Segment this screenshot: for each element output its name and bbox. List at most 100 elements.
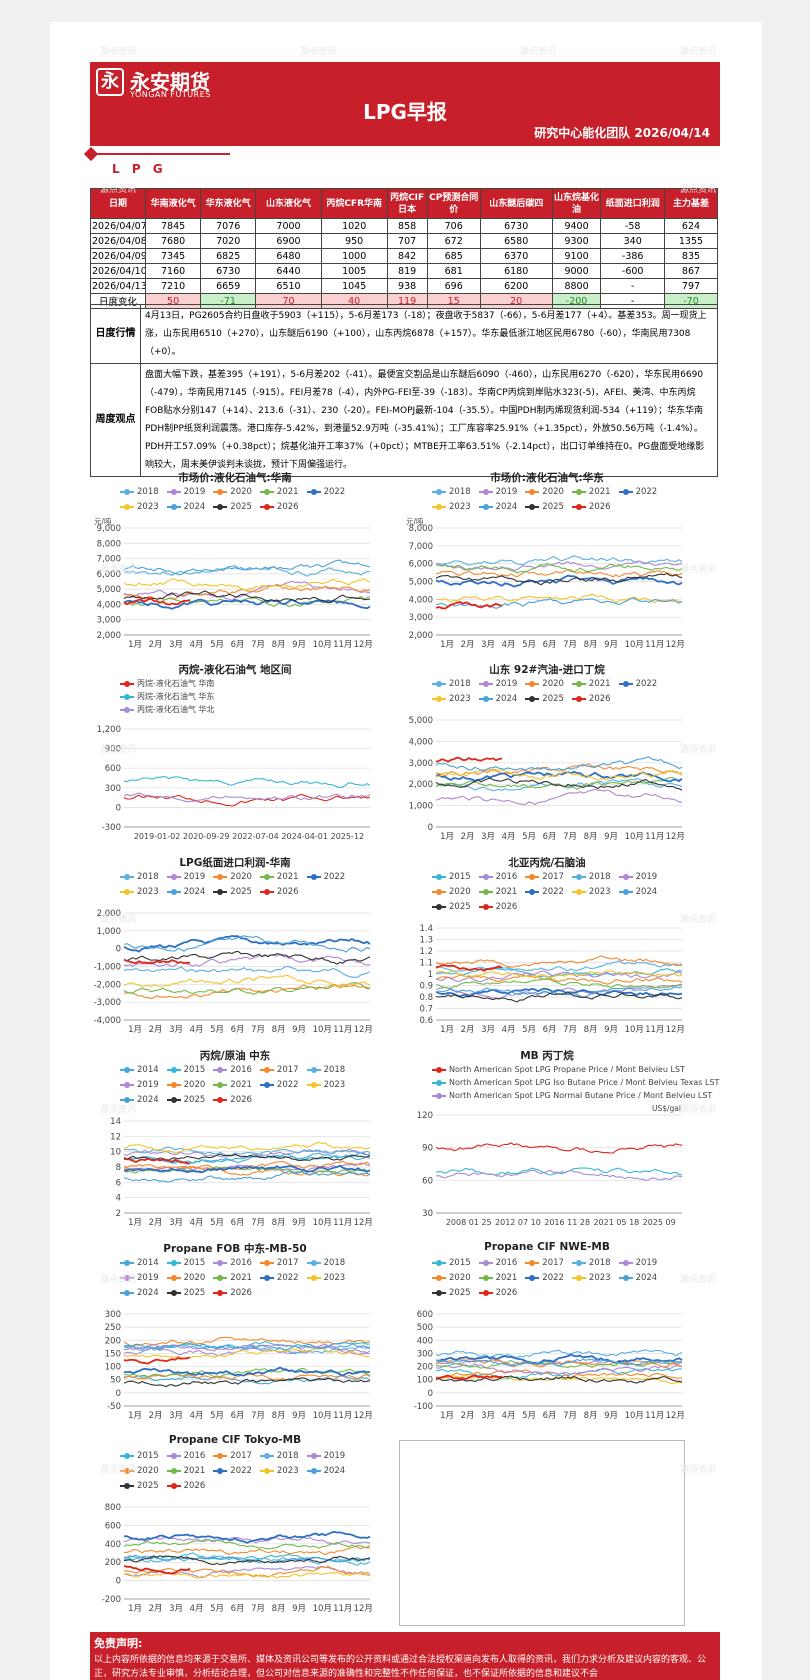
x-tick-label: 4月 — [502, 832, 516, 842]
x-tick-label: 2月 — [149, 1025, 163, 1035]
x-tick-label: 1月 — [128, 1411, 142, 1421]
chart-title: Propane CIF NWE-MB — [484, 1241, 610, 1253]
legend-item: 2022 — [213, 1464, 252, 1479]
y-tick-label: 2,000 — [97, 909, 121, 919]
legend-marker — [432, 1259, 446, 1266]
x-tick-label: 4月 — [190, 640, 204, 650]
legend-label: 2026 — [588, 694, 611, 704]
series-line — [123, 598, 371, 610]
x-tick-label: 11月 — [645, 832, 664, 842]
series-line — [123, 1170, 371, 1183]
legend-item: 2020 — [213, 485, 252, 500]
table-row: 2026/04/10 7160 6730 6440 1005 819 681 6180 9000… — [89, 263, 719, 279]
legend-marker — [432, 888, 446, 895]
y-tick-label: 100 — [105, 1363, 121, 1373]
legend-item: 2016 — [213, 1256, 252, 1271]
x-tick-label: 5月 — [210, 1411, 224, 1421]
x-tick-label: 8月 — [584, 832, 598, 842]
legend-label: 2026 — [230, 1288, 252, 1298]
legend-item: 2017 — [525, 1256, 564, 1271]
legend-label: 2024 — [323, 1466, 346, 1476]
market-row: 日度行情 4月13日，PG2605合约日盘收于5903（+115），5-6月差1… — [90, 304, 718, 364]
x-tick-label: 10月 — [313, 1604, 332, 1614]
y-tick-label: 6,000 — [97, 570, 121, 580]
date-cell: 2026/04/10 — [89, 263, 147, 279]
series-line — [435, 1363, 683, 1376]
legend-item: 2026 — [259, 885, 299, 900]
y-tick-label: 120 — [417, 1111, 433, 1121]
y-tick-label: 500 — [417, 1323, 433, 1333]
y-tick-label: 1,200 — [97, 725, 121, 735]
y-tick-label: 1.2 — [419, 947, 433, 957]
series-line — [123, 1356, 191, 1365]
series-line — [435, 601, 503, 610]
value-cell: 819 — [386, 263, 428, 279]
series-line — [124, 1545, 371, 1556]
series-line — [123, 1368, 371, 1378]
series-line — [123, 974, 371, 988]
x-tick-label: 3月 — [169, 1218, 183, 1228]
legend-marker — [213, 1066, 228, 1073]
legend-item: 2023 — [306, 1078, 345, 1093]
legend-marker — [120, 1482, 134, 1489]
legend-item: 2023 — [120, 500, 159, 515]
legend-marker — [166, 1081, 181, 1088]
series-line — [435, 967, 683, 978]
chart-title: Propane FOB 中东-MB-50 — [163, 1243, 307, 1255]
legend-marker — [525, 488, 540, 495]
value-cell: 672 — [426, 233, 481, 249]
legend-label: 2024 — [137, 1288, 159, 1298]
legend-label: 2019 — [495, 487, 518, 497]
value-cell: - — [600, 278, 665, 294]
x-tick-label: 3月 — [481, 832, 495, 842]
chart-panel: MB 丙丁烷 North American Spot LPG Propane Pr… — [402, 1048, 720, 1232]
legend-item: 2022 — [259, 1078, 299, 1093]
series-line — [435, 960, 683, 972]
legend-label: 2026 — [495, 1288, 518, 1298]
x-tick-label: 10月 — [625, 640, 644, 650]
series-line — [435, 574, 683, 588]
legend-item: 2015 — [166, 1256, 205, 1271]
legend-marker — [618, 873, 633, 880]
legend-label: 2020 — [542, 679, 564, 689]
x-tick-label: 11月 — [333, 640, 352, 650]
legend-item: 2024 — [120, 1286, 159, 1301]
legend-marker — [478, 1259, 493, 1266]
y-tick-label: -2,000 — [94, 980, 121, 990]
y-tick-label: 7,000 — [409, 542, 433, 552]
x-tick-label: 2月 — [149, 1604, 163, 1614]
series-line — [435, 777, 683, 791]
x-tick-label: 5月 — [522, 1025, 536, 1035]
legend-item: 2022 — [618, 677, 657, 692]
x-tick-label: 12月 — [666, 1411, 685, 1421]
legend-marker — [571, 873, 586, 880]
legend-label: 2025 — [183, 1095, 206, 1105]
legend-label: 2018 — [137, 872, 159, 882]
legend-item: 2020 — [525, 485, 564, 500]
y-tick-label: 4,000 — [409, 737, 433, 747]
series-line — [123, 584, 371, 601]
legend-marker — [478, 695, 493, 702]
legend-item: 2024 — [618, 885, 657, 900]
series-line — [435, 1353, 683, 1365]
legend-label: 2018 — [588, 1258, 611, 1268]
legend-label: 2025 — [449, 902, 471, 912]
series-line — [435, 1358, 683, 1367]
legend-item: 2026 — [571, 692, 611, 707]
series-line — [123, 1153, 371, 1165]
legend-label: 2022 — [323, 872, 346, 882]
legend-label: 2015 — [449, 1258, 471, 1268]
legend-item: 2018 — [306, 1256, 345, 1271]
chart-title: 市场价:液化石油气:华南 — [178, 472, 292, 484]
legend-label: 2018 — [449, 679, 471, 689]
y-tick-label: 6 — [116, 1178, 121, 1188]
series-line — [123, 965, 371, 978]
legend-label: 2024 — [183, 887, 206, 897]
legend-item: 2020 — [525, 677, 564, 692]
legend-item: 2023 — [306, 1271, 345, 1286]
y-tick-label: 2,000 — [97, 631, 121, 641]
value-cell: 797 — [663, 278, 719, 294]
y-tick-label: 1 — [428, 970, 433, 980]
series-line — [123, 1539, 371, 1550]
y-tick-label: 200 — [417, 1363, 433, 1373]
